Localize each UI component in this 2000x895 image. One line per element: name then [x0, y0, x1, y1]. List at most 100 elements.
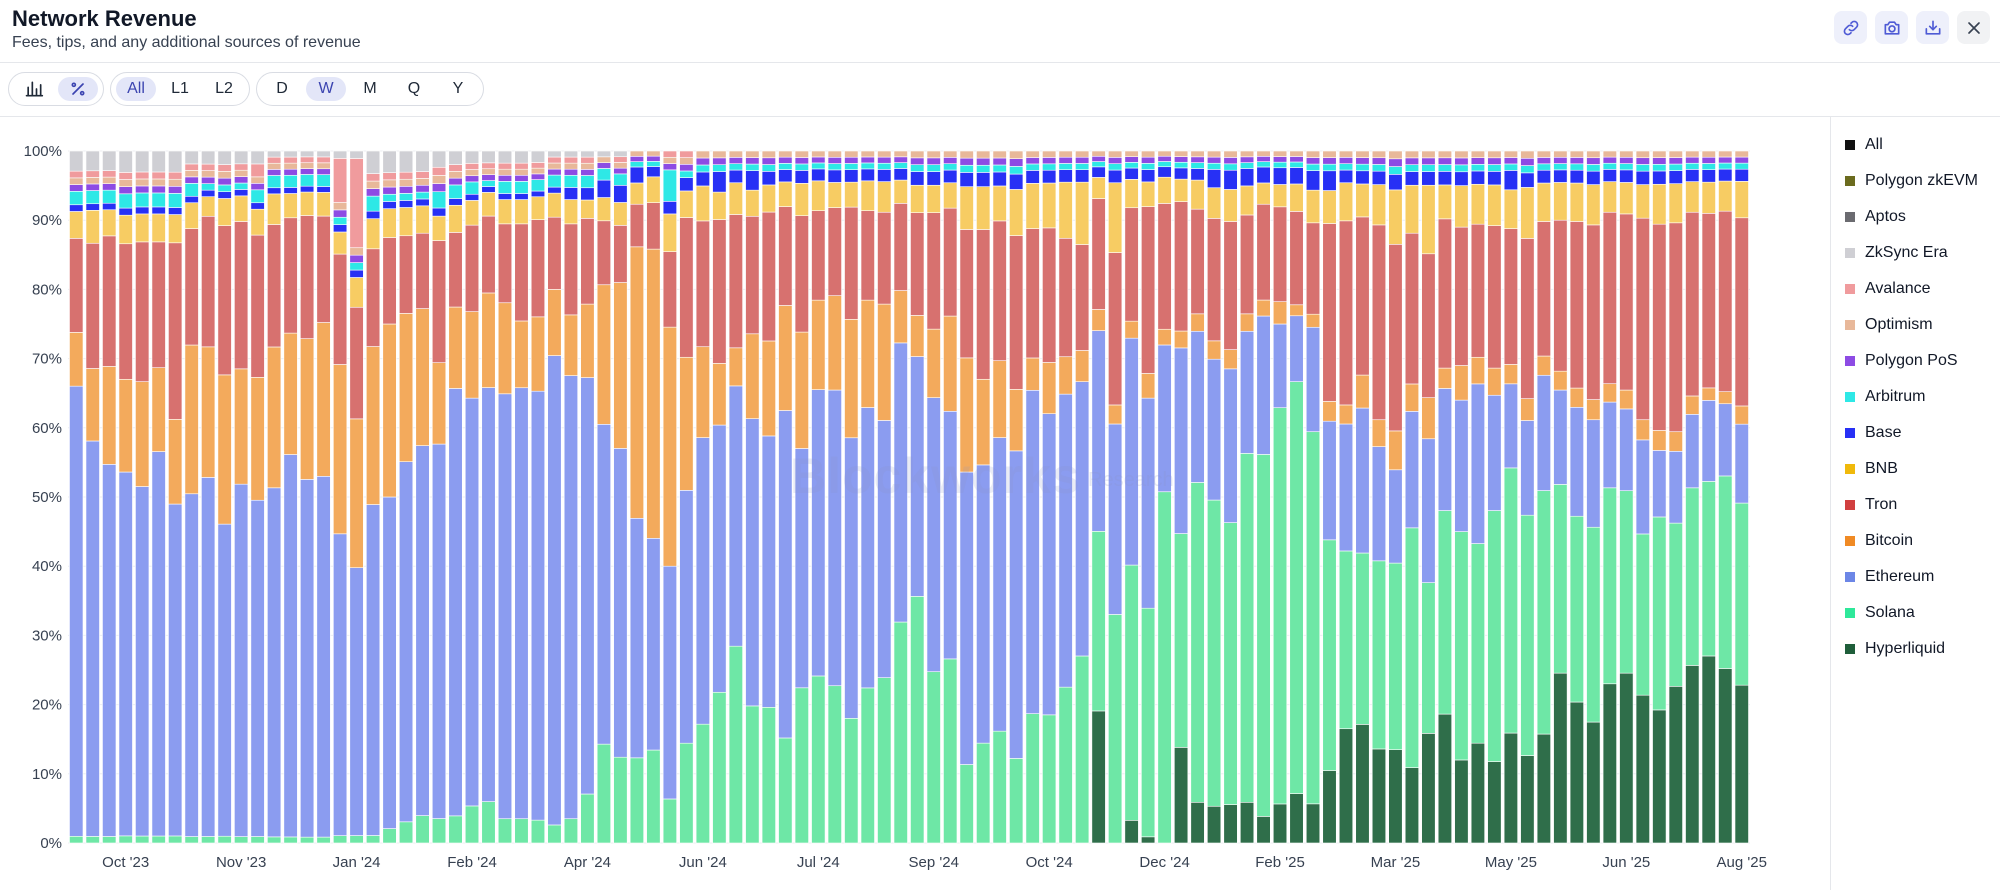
bar-segment — [695, 164, 710, 173]
bar-chart-mode-button[interactable] — [14, 77, 54, 101]
bar-segment — [1289, 793, 1304, 844]
x-tick-label: May '25 — [1485, 854, 1537, 871]
screenshot-button[interactable] — [1875, 11, 1908, 44]
bar-segment — [679, 170, 694, 178]
legend-item[interactable]: BNB — [1845, 458, 1898, 480]
bar-segment — [1157, 161, 1172, 168]
bar-segment — [712, 171, 727, 193]
bar-segment — [662, 150, 677, 158]
x-tick-label: Dec '24 — [1139, 854, 1189, 871]
bar-segment — [580, 169, 595, 176]
bar-segment — [382, 828, 397, 844]
bar-segment — [481, 168, 496, 175]
y-tick-label: 80% — [32, 281, 62, 298]
bar-segment — [1190, 801, 1205, 844]
bar-segment — [1289, 183, 1304, 212]
legend-item[interactable]: Base — [1845, 422, 1901, 444]
bar-segment — [596, 197, 611, 222]
bar-segment — [1190, 150, 1205, 158]
filter-l2-button[interactable]: L2 — [215, 80, 233, 97]
bar-segment — [1355, 163, 1370, 172]
legend-label: Avalance — [1865, 280, 1931, 297]
legend-item[interactable]: Bitcoin — [1845, 530, 1913, 552]
bar-segment — [761, 211, 776, 342]
bar-segment — [811, 168, 826, 182]
bar-segment — [1256, 315, 1271, 455]
bar-segment — [712, 164, 727, 172]
bar-segment — [1602, 162, 1617, 170]
legend-item[interactable]: ZkSync Era — [1845, 242, 1948, 264]
bar-segment — [366, 835, 381, 844]
legend-item[interactable]: Ethereum — [1845, 566, 1934, 588]
bar-segment — [745, 163, 760, 171]
bar-segment — [1734, 156, 1749, 164]
granularity-year-button[interactable]: Y — [452, 80, 464, 97]
bar-segment — [1619, 169, 1634, 183]
legend-swatch — [1845, 644, 1855, 654]
bar-segment — [794, 163, 809, 171]
bar-segment — [1569, 221, 1584, 389]
bar-segment — [844, 206, 859, 320]
bar-segment — [349, 567, 364, 836]
granularity-month-button[interactable]: M — [363, 80, 377, 97]
bar-segment — [1289, 156, 1304, 163]
download-button[interactable] — [1916, 11, 1949, 44]
bar-segment — [1701, 181, 1716, 214]
legend-item[interactable]: Optimism — [1845, 314, 1933, 336]
bar-segment — [877, 162, 892, 170]
legend-item[interactable]: Polygon PoS — [1845, 350, 1958, 372]
granularity-quarter-button[interactable]: Q — [407, 80, 421, 97]
legend-item[interactable]: Avalance — [1845, 278, 1931, 300]
bar-segment — [267, 193, 282, 225]
bar-segment — [530, 173, 546, 180]
bar-segment — [976, 464, 991, 744]
filter-all-button[interactable]: All — [116, 77, 156, 101]
bar-segment — [1075, 244, 1090, 351]
close-button[interactable] — [1957, 11, 1990, 44]
bar-segment — [1454, 759, 1469, 844]
stacked-bar-chart[interactable]: 0% 10% 20% 30% 40% 50% 60% 70% 80% 90% 100% Oct '23… — [0, 117, 1830, 890]
legend-item[interactable]: Aptos — [1845, 206, 1906, 228]
bar-segment — [1355, 216, 1370, 376]
percent-mode-button[interactable] — [58, 77, 98, 101]
legend-item[interactable]: Solana — [1845, 602, 1915, 624]
bar-segment — [1207, 499, 1222, 807]
legend-item[interactable]: Tron — [1845, 494, 1897, 516]
bar-segment — [1668, 522, 1683, 687]
bar-segment — [1338, 423, 1354, 552]
bar-segment — [662, 251, 677, 328]
bar-segment — [563, 375, 579, 820]
granularity-week-button[interactable]: W — [306, 77, 346, 101]
legend-item[interactable]: Arbitrum — [1845, 386, 1925, 408]
copy-link-button[interactable] — [1834, 11, 1867, 44]
bar-segment — [1190, 482, 1205, 803]
legend-item[interactable]: All — [1845, 134, 1883, 156]
legend-item[interactable]: Hyperliquid — [1845, 638, 1945, 660]
filter-l1-button[interactable]: L1 — [171, 80, 189, 97]
bar-segment — [1404, 527, 1420, 768]
bar-segment — [1058, 237, 1073, 358]
bar-segment — [431, 207, 447, 217]
bar-segment — [1108, 150, 1123, 158]
bar-segment — [530, 219, 546, 318]
bar-segment — [366, 346, 381, 505]
bar-segment — [745, 215, 760, 335]
bar-segment — [234, 195, 249, 222]
bar-segment — [580, 150, 595, 158]
legend-item[interactable]: Polygon zkEVM — [1845, 170, 1978, 192]
bar-segment — [662, 798, 677, 844]
bar-segment — [1223, 804, 1238, 844]
bar-segment — [1388, 749, 1403, 844]
bar-segment — [943, 169, 958, 184]
bar-segment — [1042, 169, 1057, 184]
bar-segment — [1734, 217, 1749, 407]
bar-segment — [926, 171, 941, 186]
granularity-day-button[interactable]: D — [276, 80, 288, 97]
bar-segment — [1091, 309, 1106, 331]
bar-segment — [976, 164, 991, 173]
bar-segment — [1091, 198, 1106, 310]
y-tick-label: 10% — [32, 766, 62, 783]
bar-segment — [333, 209, 348, 218]
bar-segment — [1701, 163, 1716, 171]
bar-segment — [1305, 803, 1321, 844]
